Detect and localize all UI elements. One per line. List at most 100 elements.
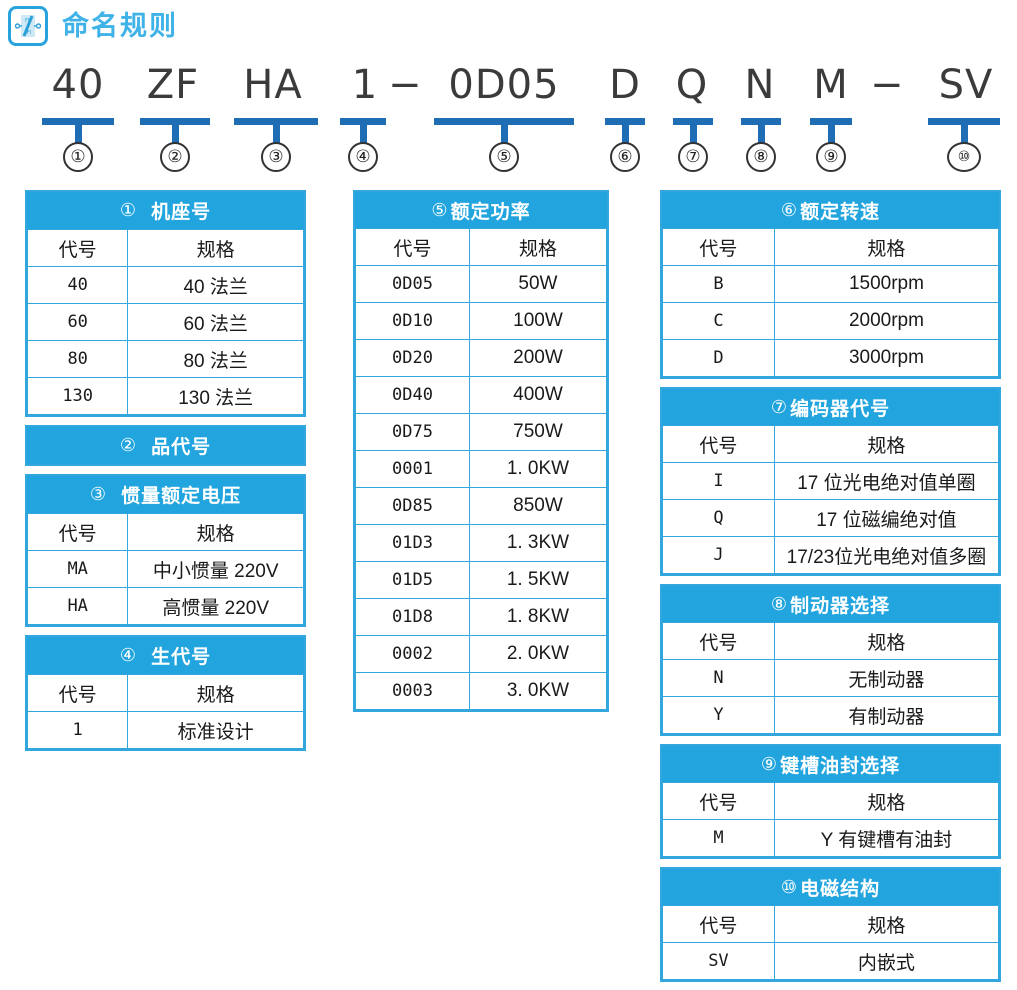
- table-index-number: ⑦: [770, 396, 789, 417]
- table-title: 电磁结构: [800, 878, 881, 900]
- segment-underline: [434, 118, 574, 125]
- model-code-segment: N: [744, 62, 776, 108]
- column-header-cell: 代号: [662, 228, 775, 266]
- table-index-number: ④: [119, 645, 138, 665]
- table-title: 机座号: [151, 202, 212, 223]
- table-column-headers: 代号 规格: [662, 228, 1000, 266]
- column-header-cell: 规格: [127, 513, 304, 551]
- table-row: N 无制动器: [662, 659, 1000, 697]
- table-header-rated-speed: ⑥ 额定转速: [662, 192, 999, 228]
- segment-tick: [273, 125, 280, 155]
- table-body-encoder-code: 代号 规格 I 17 位光电绝对值单圈 Q 17 位磁编绝对值 J 17/23位光电绝对值多圈: [662, 425, 1000, 574]
- table-index-number: ③: [89, 484, 108, 504]
- table-title: 编码器代号: [790, 398, 891, 420]
- segment-tick: [828, 125, 835, 155]
- column-header-cell: 代号: [662, 425, 775, 463]
- cell-code: Y: [662, 696, 775, 734]
- table-index-number: ②: [119, 435, 138, 455]
- column-right: ⑥ 额定转速 代号 规格 B 1500rpm C 2000rpm D 3000rpm ⑦ 编码器代号代…: [660, 190, 1001, 990]
- table-row: 0002 2. 0KW: [355, 635, 608, 673]
- column-header-cell: 代号: [26, 513, 129, 551]
- model-code-row: 40 ZF HA 1 0D05 D Q N M SV − −: [0, 62, 1017, 112]
- cell-code: 0D75: [355, 413, 470, 451]
- model-code-segment: SV: [938, 62, 994, 108]
- table-row: 0D40 400W: [355, 376, 608, 414]
- table-row: MA 中小惯量 220V: [26, 550, 304, 588]
- segment-tick: [961, 125, 968, 155]
- spec-table-keyway-seal-option: ⑨ 键槽油封选择代号 规格 M Y 有键槽有油封: [660, 744, 1001, 859]
- cell-code: 01D3: [355, 524, 470, 562]
- table-title: 键槽油封选择: [780, 755, 901, 777]
- model-code-segment: 40: [51, 62, 105, 108]
- table-title: 额定转速: [800, 201, 881, 223]
- table-column-headers: 代号 规格: [26, 229, 304, 267]
- spec-table-magnetic-structure: ⑩ 电磁结构 代号 规格 SV 内嵌式: [660, 867, 1001, 982]
- table-title: 品代号: [151, 437, 212, 458]
- table-index-number: ⑧: [770, 593, 789, 614]
- meter-badge-icon: FI FI: [8, 6, 48, 46]
- spec-table-brake-option: ⑧ 制动器选择 代号 规格 N 无制动器 Y 有制动器: [660, 584, 1001, 736]
- column-header-cell: 规格: [773, 425, 1000, 463]
- column-header-cell: 代号: [662, 905, 775, 943]
- model-code-segment: 1: [351, 62, 379, 108]
- segment-underline: [605, 118, 645, 125]
- table-row: 80 80 法兰: [26, 340, 304, 378]
- index-number-circle: ⑧: [746, 142, 776, 172]
- cell-code: I: [662, 462, 775, 500]
- index-number-circle: ②: [160, 142, 190, 172]
- cell-code: M: [662, 819, 775, 857]
- cell-code: 0002: [355, 635, 470, 673]
- cell-spec: 200W: [468, 339, 608, 377]
- segment-tick: [622, 125, 629, 155]
- cell-spec: 50W: [468, 265, 608, 303]
- cell-code: N: [662, 659, 775, 697]
- cell-code: 1: [26, 711, 129, 749]
- table-header-frame-size: ① 机座号: [27, 192, 304, 229]
- model-code-index-numbers: ① ② ③ ④ ⑤ ⑥ ⑦ ⑧ ⑨ ⑩: [0, 142, 1017, 176]
- table-index-number: ⑨: [760, 753, 779, 774]
- table-row: 01D8 1. 8KW: [355, 598, 608, 636]
- table-row: HA 高惯量 220V: [26, 587, 304, 625]
- table-index-number: ⑥: [780, 199, 799, 220]
- spec-table-frame-size: ① 机座号 代号 规格 40 40 法兰 60 60 法兰 80 80 法兰 130 130 法兰: [25, 190, 306, 417]
- table-row: 60 60 法兰: [26, 303, 304, 341]
- cell-spec: 17 位光电绝对值单圈: [773, 462, 1000, 500]
- column-middle: ⑤ 额定功率 代号 规格 0D05 50W 0D10 100W 0D20 200W 0D40 400W…: [353, 190, 609, 720]
- cell-spec: 1. 8KW: [468, 598, 608, 636]
- table-index-number: ⑤: [431, 199, 449, 220]
- cell-spec: 100W: [468, 302, 608, 340]
- table-body-keyway-seal-option: 代号 规格 M Y 有键槽有油封: [662, 782, 1000, 857]
- cell-code: 0D40: [355, 376, 470, 414]
- cell-spec: Y 有键槽有油封: [773, 819, 1000, 857]
- column-header-cell: 规格: [127, 674, 304, 712]
- cell-spec: 中小惯量 220V: [127, 550, 304, 588]
- cell-code: 0D85: [355, 487, 470, 525]
- column-header-cell: 规格: [773, 905, 1000, 943]
- table-title: 额定功率: [450, 201, 531, 223]
- spec-table-rated-speed: ⑥ 额定转速 代号 规格 B 1500rpm C 2000rpm D 3000rpm: [660, 190, 1001, 379]
- cell-code: 40: [26, 266, 129, 304]
- svg-text:FI: FI: [27, 30, 31, 36]
- table-header-magnetic-structure: ⑩ 电磁结构: [662, 869, 999, 905]
- cell-spec: 2000rpm: [773, 302, 1000, 340]
- table-row: 01D3 1. 3KW: [355, 524, 608, 562]
- cell-code: J: [662, 536, 775, 574]
- index-number-circle: ①: [63, 142, 93, 172]
- cell-spec: 3. 0KW: [468, 672, 608, 710]
- table-row: 40 40 法兰: [26, 266, 304, 304]
- cell-spec: 2. 0KW: [468, 635, 608, 673]
- cell-spec: 40 法兰: [127, 266, 304, 304]
- segment-underline: [140, 118, 210, 125]
- table-column-headers: 代号 规格: [26, 513, 304, 551]
- column-header-cell: 规格: [773, 228, 1000, 266]
- table-body-brake-option: 代号 规格 N 无制动器 Y 有制动器: [662, 622, 1000, 734]
- table-row: 1 标准设计: [26, 711, 304, 749]
- cell-spec: 850W: [468, 487, 608, 525]
- cell-spec: 17/23位光电绝对值多圈: [773, 536, 1000, 574]
- cell-code: HA: [26, 587, 129, 625]
- table-column-headers: 代号 规格: [662, 622, 1000, 660]
- cell-spec: 内嵌式: [773, 942, 1000, 980]
- table-row: 0D10 100W: [355, 302, 608, 340]
- table-row: Y 有制动器: [662, 696, 1000, 734]
- page-header: FI FI 命名规则: [8, 6, 178, 46]
